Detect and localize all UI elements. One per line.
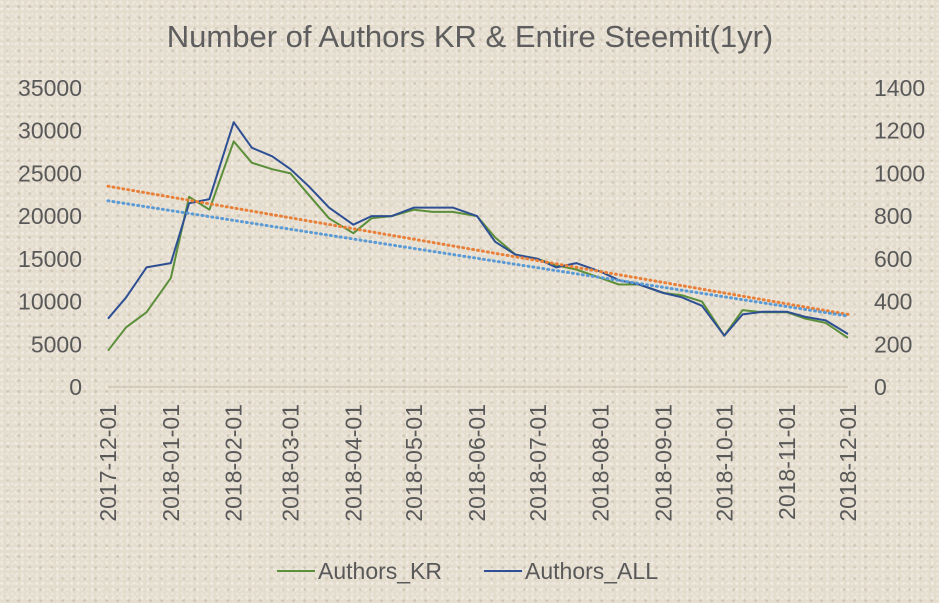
y-axis-right: 0 200 400 600 800 1000 1200 1400 [874,75,925,400]
y-right-tick-label: 0 [874,374,887,400]
x-tick-label: 2018-02-01 [221,404,247,522]
x-tick-label: 2018-10-01 [711,404,737,522]
x-tick-label: 2018-06-01 [464,404,490,522]
y-left-tick-label: 20000 [18,203,82,229]
legend-label: Authors_ALL [525,558,658,584]
series-line-trend-all [106,199,850,318]
y-right-tick-label: 600 [874,246,912,272]
x-tick-label: 2018-07-01 [525,404,551,522]
x-tick-label: 2018-08-01 [588,404,614,522]
y-left-tick-label: 5000 [31,331,82,357]
x-tick-label: 2018-11-01 [774,404,800,520]
y-left-tick-label: 10000 [18,289,82,315]
series-line-trend-kr [106,184,850,316]
y-axis-left: 0 5000 10000 15000 20000 25000 30000 35000 [18,75,82,400]
y-right-tick-label: 1400 [874,75,925,101]
y-right-tick-label: 800 [874,203,912,229]
y-left-tick-label: 30000 [18,118,82,144]
y-right-tick-label: 400 [874,289,912,315]
y-left-tick-label: 35000 [18,75,82,101]
y-right-tick-label: 200 [874,331,912,357]
y-right-tick-label: 1200 [874,118,925,144]
y-left-tick-label: 15000 [18,246,82,272]
x-tick-label: 2017-12-01 [95,404,121,522]
x-tick-label: 2018-09-01 [651,404,677,522]
y-right-tick-label: 1000 [874,160,925,186]
y-left-tick-label: 25000 [18,160,82,186]
x-tick-label: 2018-12-01 [835,404,861,522]
series-line-authors-all [107,121,849,337]
x-tick-label: 2018-03-01 [277,404,303,522]
plot-area [106,121,850,352]
chart-title: Number of Authors KR & Entire Steemit(1y… [167,19,773,54]
legend: Authors_KR Authors_ALL [277,558,658,584]
x-tick-label: 2018-04-01 [340,404,366,522]
series-line-authors-kr [107,140,849,352]
x-tick-label: 2018-01-01 [158,404,184,522]
x-axis: 2017-12-01 2018-01-01 2018-02-01 2018-03-01… [95,404,861,522]
legend-label: Authors_KR [318,558,442,584]
x-tick-label: 2018-05-01 [401,404,427,522]
y-left-tick-label: 0 [69,374,82,400]
